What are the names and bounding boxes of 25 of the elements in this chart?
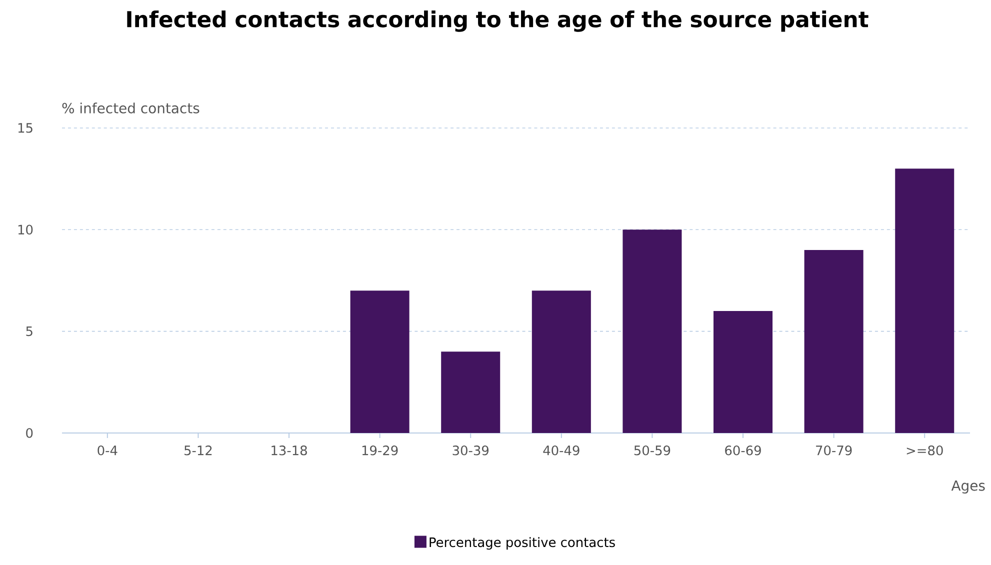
bar <box>350 290 410 433</box>
bar <box>804 250 864 433</box>
x-tick-label: 50-59 <box>634 446 670 456</box>
y-axis-title: % infected contacts <box>62 102 200 114</box>
x-tick-label: 13-18 <box>272 446 307 456</box>
x-tick-label: 19-29 <box>362 446 398 456</box>
x-axis-title: Ages <box>951 480 985 494</box>
x-tick-label: 5-12 <box>184 446 212 456</box>
bar <box>532 290 591 433</box>
legend-label: Percentage positive contacts <box>430 537 615 550</box>
x-tick-label: 70-79 <box>816 446 852 456</box>
x-tick-label: 0-4 <box>98 446 118 456</box>
y-tick-label: 5 <box>26 326 32 336</box>
chart-title: Infected contacts according to the age of the source patient <box>127 10 868 32</box>
y-tick-label: 0 <box>26 428 33 438</box>
x-tick-label: >=80 <box>906 446 943 456</box>
y-tick-label: 15 <box>18 123 32 133</box>
x-tick-label: 30-39 <box>452 446 489 456</box>
bar <box>714 310 773 433</box>
bar <box>895 168 954 433</box>
bar <box>441 352 500 433</box>
x-tick-label: 40-49 <box>543 446 580 456</box>
bar <box>622 230 682 433</box>
y-tick-label: 10 <box>18 224 33 235</box>
x-tick-label: 60-69 <box>725 446 761 456</box>
